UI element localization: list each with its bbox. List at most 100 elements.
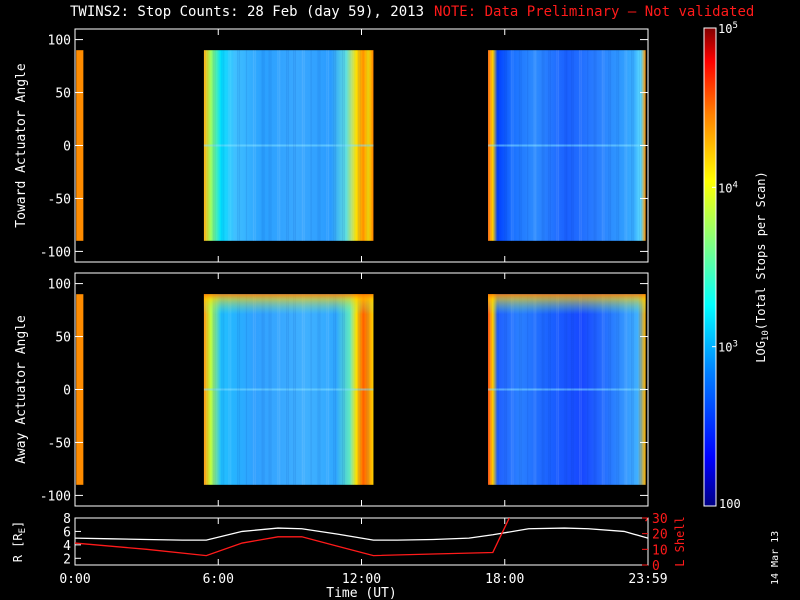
heatmap-stripe bbox=[617, 50, 620, 241]
heatmap-stripe bbox=[205, 294, 207, 485]
heatmap-zero-band bbox=[488, 388, 646, 391]
heatmap-stripe bbox=[549, 294, 551, 485]
heatmap-stripe bbox=[221, 50, 223, 241]
heatmap-stripe bbox=[541, 294, 543, 485]
heatmap-stripe bbox=[564, 50, 566, 241]
orbit-y2-tick-label: 10 bbox=[652, 543, 668, 558]
y-tick-label: 0 bbox=[63, 384, 71, 399]
orbit-y-tick-label: 4 bbox=[63, 539, 71, 554]
heatmap-stripe bbox=[343, 50, 345, 241]
heatmap-stripe bbox=[319, 294, 321, 485]
heatmap-stripe bbox=[608, 50, 610, 241]
heatmap-stripe bbox=[489, 294, 491, 485]
heatmap-stripe bbox=[549, 50, 551, 241]
heatmap-stripe bbox=[334, 294, 337, 485]
heatmap-stripe bbox=[223, 294, 225, 485]
heatmap-stripe bbox=[286, 50, 288, 241]
orbit-y-label: R [RE] bbox=[11, 521, 28, 563]
heatmap-stripe bbox=[504, 294, 506, 485]
y-axis-label: Toward Actuator Angle bbox=[14, 63, 29, 228]
heatmap-stripe bbox=[277, 50, 279, 241]
heatmap-stripe bbox=[566, 294, 568, 485]
heatmap-stripe bbox=[496, 294, 498, 485]
heatmap-stripe bbox=[548, 50, 550, 241]
heatmap-zero-band bbox=[203, 144, 374, 147]
heatmap-stripe bbox=[548, 294, 550, 485]
heatmap-stripe bbox=[505, 294, 508, 485]
heatmap-stripe bbox=[263, 50, 265, 241]
heatmap-stripe bbox=[203, 294, 206, 485]
colorbar-tick-label: 105 bbox=[718, 21, 738, 36]
heatmap-stripe bbox=[301, 50, 303, 241]
y-tick-label: -50 bbox=[48, 436, 71, 451]
heatmap-stripe bbox=[566, 50, 568, 241]
heatmap-stripe bbox=[223, 50, 225, 241]
heatmap-stripe bbox=[518, 294, 521, 485]
heatmap-stripe bbox=[608, 294, 610, 485]
heatmap-stripe bbox=[286, 294, 288, 485]
colorbar-label: LOG10(Total Stops per Scan) bbox=[754, 171, 771, 362]
heatmap-stripe bbox=[572, 50, 574, 241]
heatmap-stripe bbox=[510, 294, 512, 485]
heatmap-stripe bbox=[639, 50, 641, 241]
heatmap-stripe bbox=[593, 50, 595, 241]
heatmap-stripe bbox=[570, 294, 573, 485]
heatmap-stripe bbox=[221, 294, 223, 485]
heatmap-stripe bbox=[535, 294, 537, 485]
heatmap-stripe bbox=[520, 50, 522, 241]
heatmap-stripe bbox=[617, 294, 620, 485]
heatmap-stripe bbox=[238, 50, 241, 241]
y-tick-label: 100 bbox=[48, 278, 71, 293]
heatmap-stripe bbox=[333, 50, 335, 241]
heatmap-stripe bbox=[488, 50, 490, 241]
heatmap-stripe bbox=[261, 50, 263, 241]
y-tick-label: 0 bbox=[63, 140, 71, 155]
heatmap-stripe bbox=[630, 50, 633, 241]
heatmap-stripe bbox=[368, 294, 370, 485]
orbit-y2-tick-label: 30 bbox=[652, 512, 668, 527]
heatmap-stripe bbox=[505, 50, 508, 241]
heatmap-zero-band bbox=[488, 144, 646, 147]
heatmap-stripe bbox=[630, 294, 633, 485]
panel-toward: -100 -50 0 50 100 Toward Actuator Angle bbox=[14, 28, 649, 263]
heatmap-stripe bbox=[579, 294, 581, 485]
heatmap-stripe bbox=[214, 50, 216, 241]
heatmap-stripe bbox=[352, 294, 354, 485]
heatmap-stripe bbox=[368, 50, 370, 241]
heatmap-stripe bbox=[277, 294, 279, 485]
x-tick-label: 0:00 bbox=[59, 572, 90, 587]
heatmap-stripe bbox=[557, 294, 560, 485]
orbit-y-tick-label: 6 bbox=[63, 525, 71, 540]
heatmap-stripe bbox=[205, 50, 207, 241]
orbit-series-line bbox=[75, 527, 648, 541]
colorbar: 103 104 105 100 LOG10(Total Stops per Scan) bbox=[703, 21, 771, 511]
heatmap-stripe bbox=[572, 294, 574, 485]
heatmap-stripe bbox=[489, 50, 491, 241]
heatmap-stripe bbox=[268, 294, 270, 485]
heatmap-stripe bbox=[595, 294, 597, 485]
heatmap-stripe bbox=[237, 50, 239, 241]
heatmap-stripe bbox=[556, 294, 558, 485]
heatmap-stripe bbox=[352, 50, 354, 241]
heatmap-stripe bbox=[616, 50, 618, 241]
heatmap-stripe bbox=[303, 294, 305, 485]
x-tick-label: 23:59 bbox=[628, 572, 667, 587]
heatmap-upper-band bbox=[488, 294, 646, 361]
heatmap-stripe bbox=[504, 50, 506, 241]
heatmap-stripe bbox=[334, 50, 337, 241]
heatmap-stripe bbox=[287, 50, 290, 241]
heatmap-stripe bbox=[518, 50, 521, 241]
heatmap-stripe bbox=[357, 50, 359, 241]
heatmap-stripe bbox=[579, 50, 581, 241]
heatmap-stripe bbox=[212, 50, 214, 241]
heatmap-stripe bbox=[603, 294, 605, 485]
heatmap-stripe bbox=[580, 50, 582, 241]
heatmap-stripe bbox=[270, 294, 272, 485]
heatmap-stripe bbox=[543, 50, 545, 241]
heatmap-upper-band bbox=[203, 294, 374, 361]
heatmap-stripe bbox=[496, 50, 498, 241]
y-tick-label: 100 bbox=[48, 34, 71, 49]
heatmap-stripe bbox=[556, 50, 558, 241]
